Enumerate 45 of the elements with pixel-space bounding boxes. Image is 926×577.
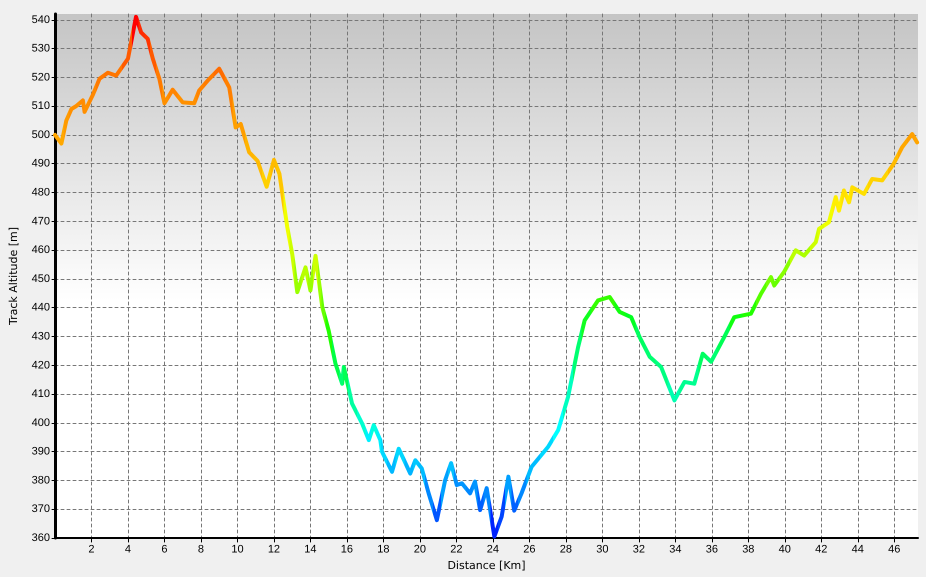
y-tick-label: 450 [32, 272, 50, 285]
x-tick-label: 6 [161, 544, 168, 556]
y-tick-label: 490 [32, 158, 50, 170]
x-tick-label: 28 [560, 544, 572, 556]
x-tick-label: 8 [198, 544, 204, 556]
line-series [53, 14, 920, 539]
y-tick-label: 430 [32, 330, 50, 342]
x-tick-label: 36 [706, 544, 718, 556]
y-tick-label: 470 [32, 215, 50, 228]
x-tick-label: 42 [815, 544, 828, 556]
y-tick-label: 540 [32, 14, 50, 26]
y-tick-label: 530 [32, 42, 50, 55]
x-tick-label: 18 [377, 544, 390, 556]
x-tick-label: 26 [523, 544, 536, 556]
x-tick-label: 30 [596, 544, 608, 556]
y-tick-label: 380 [32, 474, 50, 486]
x-tick-label: 24 [486, 544, 500, 556]
x-tick-label: 46 [888, 544, 900, 556]
x-tick-label: 34 [669, 544, 682, 556]
x-tick-label: 22 [450, 544, 463, 556]
x-tick-label: 12 [268, 544, 280, 556]
y-axis-title: Track Altitude [m] [7, 226, 20, 326]
x-tick-label: 44 [852, 544, 864, 556]
y-tick-label: 440 [32, 302, 50, 314]
x-tick-label: 16 [340, 544, 354, 556]
x-axis-title: Distance [Km] [447, 558, 526, 572]
x-tick-label: 38 [742, 544, 754, 556]
x-tick-label: 14 [304, 544, 317, 556]
y-tick-label: 500 [32, 128, 50, 141]
y-tick-label: 460 [32, 244, 50, 256]
y-tick-label: 400 [32, 416, 50, 429]
y-tick-label: 360 [32, 532, 50, 544]
x-tick-label: 10 [231, 544, 244, 556]
x-tick-label: 32 [632, 544, 645, 556]
y-tick-label: 520 [32, 71, 50, 84]
y-tick-label: 420 [32, 359, 50, 372]
x-tick-label: 4 [124, 544, 132, 556]
y-tick-label: 370 [32, 503, 50, 516]
y-tick-label: 480 [32, 186, 50, 199]
y-tick-label: 390 [32, 446, 50, 458]
x-tick-label: 20 [414, 544, 426, 556]
x-tick-label: 2 [88, 544, 95, 556]
y-tick-label: 510 [32, 100, 50, 112]
y-tick-label: 410 [32, 388, 50, 400]
x-tick-label: 40 [778, 544, 791, 556]
